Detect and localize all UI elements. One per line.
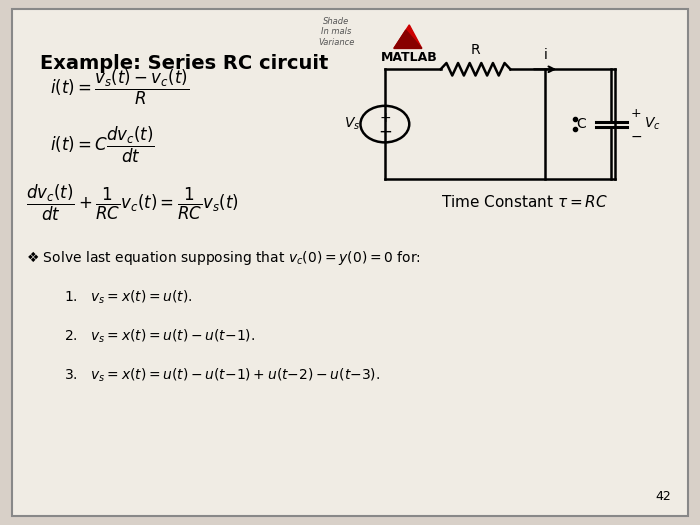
Text: i: i (543, 48, 547, 62)
Text: R: R (470, 43, 480, 57)
Text: +: + (379, 111, 391, 125)
Text: ❖ Solve last equation supposing that $v_c(0) = y(0) = 0$ for:: ❖ Solve last equation supposing that $v_… (26, 249, 421, 267)
Text: 1.   $v_s = x(t) = u(t).$: 1. $v_s = x(t) = u(t).$ (64, 289, 193, 306)
Text: $\dfrac{dv_c(t)}{dt} + \dfrac{1}{RC}v_c(t) = \dfrac{1}{RC}v_s(t)$: $\dfrac{dv_c(t)}{dt} + \dfrac{1}{RC}v_c(… (26, 182, 239, 223)
Text: −: − (378, 123, 392, 141)
Text: Time Constant $\tau = RC$: Time Constant $\tau = RC$ (440, 194, 608, 211)
Text: $i(t) = C\dfrac{dv_c(t)}{dt}$: $i(t) = C\dfrac{dv_c(t)}{dt}$ (50, 125, 155, 165)
Text: $V_c$: $V_c$ (644, 116, 661, 132)
Text: C: C (576, 117, 586, 131)
Text: −: − (630, 130, 642, 144)
Text: 42: 42 (655, 490, 671, 503)
Text: MATLAB: MATLAB (381, 51, 438, 64)
Text: Shade
In mals
Variance: Shade In mals Variance (318, 17, 354, 47)
Text: +: + (630, 107, 641, 120)
Polygon shape (394, 25, 422, 48)
Text: $i(t) = \dfrac{v_s(t) - v_c(t)}{R}$: $i(t) = \dfrac{v_s(t) - v_c(t)}{R}$ (50, 68, 189, 107)
Text: 2.   $v_s = x(t) = u(t) - u(t{-}1).$: 2. $v_s = x(t) = u(t) - u(t{-}1).$ (64, 328, 256, 345)
FancyBboxPatch shape (12, 9, 688, 516)
Text: $V_s$: $V_s$ (344, 116, 360, 132)
Polygon shape (394, 30, 422, 48)
Text: Example: Series RC circuit: Example: Series RC circuit (40, 54, 328, 72)
Text: 3.   $v_s = x(t) = u(t) - u(t{-}1) + u(t{-}2) - u(t{-}3).$: 3. $v_s = x(t) = u(t) - u(t{-}1) + u(t{-… (64, 367, 380, 384)
